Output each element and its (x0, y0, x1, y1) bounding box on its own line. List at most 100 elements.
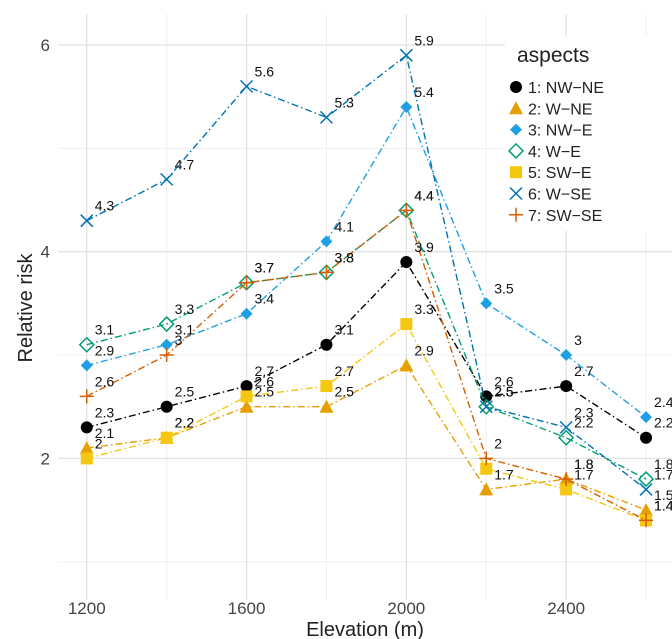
point (80, 359, 93, 372)
value-label: 4.7 (175, 156, 195, 172)
y-tick-label: 4 (41, 243, 50, 262)
value-label: 2.7 (334, 363, 354, 379)
point (160, 400, 173, 413)
point (400, 101, 413, 114)
point (399, 48, 413, 62)
value-label: 1.4 (654, 497, 672, 513)
value-label: 5.4 (414, 84, 434, 100)
legend-box (505, 36, 672, 231)
value-label: 1.5 (654, 487, 672, 503)
point (480, 462, 493, 475)
point (510, 123, 522, 136)
point (320, 338, 333, 351)
legend-label: 6: W−SE (528, 187, 592, 204)
point (80, 214, 94, 228)
point (159, 348, 174, 363)
point (640, 411, 653, 424)
value-label: 2.7 (255, 363, 275, 379)
value-label: 2.5 (175, 384, 195, 400)
point (319, 265, 334, 280)
value-label: 2.2 (574, 415, 594, 431)
point (559, 420, 573, 434)
point (558, 429, 575, 446)
point (240, 79, 254, 93)
series-line (86, 364, 647, 511)
value-label: 2.5 (494, 384, 514, 400)
value-label: 2.9 (414, 342, 434, 358)
point (158, 315, 175, 333)
legend-label: 4: W−E (528, 144, 581, 161)
point (507, 142, 525, 159)
point (560, 483, 573, 496)
value-label: 2.4 (654, 394, 672, 410)
point (160, 172, 174, 186)
value-label: 2.2 (175, 415, 195, 431)
value-label: 3.4 (255, 291, 275, 307)
value-label: 4.4 (414, 187, 434, 203)
point (509, 207, 523, 222)
series-line (86, 54, 647, 490)
value-label: 1.7 (654, 466, 672, 482)
point (478, 398, 495, 415)
legend-label: 2: W−NE (528, 101, 592, 118)
value-label: 3.1 (175, 322, 195, 338)
value-label: 1.8 (574, 456, 594, 472)
legend-label: 3: NW−E (528, 123, 592, 140)
point (637, 471, 655, 488)
series-line (86, 209, 647, 480)
legend-title: aspects (517, 44, 589, 67)
value-label: 1.8 (654, 456, 672, 472)
value-label: 5.3 (334, 94, 354, 110)
series-line (86, 322, 647, 522)
value-label: 2.5 (334, 384, 354, 400)
value-label: 1.7 (494, 466, 514, 482)
value-label: 2.7 (574, 363, 594, 379)
y-axis-title: Relative risk (15, 253, 37, 363)
point (640, 431, 653, 444)
value-label: 1.7 (574, 466, 594, 482)
point (510, 166, 522, 179)
value-label: 2.6 (255, 373, 275, 389)
point (240, 390, 253, 403)
value-label: 2.6 (494, 373, 514, 389)
value-label: 2 (494, 435, 502, 451)
point (559, 472, 574, 487)
value-label: 1.4 (654, 497, 672, 513)
x-axis-title: Elevation (m) (306, 619, 424, 639)
value-label: 1.8 (574, 456, 594, 472)
value-label: 3.1 (95, 322, 115, 338)
point (79, 441, 94, 455)
point (400, 256, 413, 269)
point (240, 380, 253, 393)
value-label: 2.3 (95, 404, 115, 420)
point (239, 399, 254, 413)
value-label: 2.5 (255, 384, 275, 400)
value-label: 3.5 (494, 280, 514, 296)
x-tick-label: 2400 (547, 599, 585, 618)
value-label: 3.3 (414, 301, 434, 317)
value-label: 3.7 (255, 260, 275, 276)
point (240, 307, 253, 320)
point (560, 380, 573, 393)
point (400, 318, 413, 331)
point (79, 389, 94, 404)
value-label: 3.7 (255, 260, 275, 276)
value-label: 2.3 (574, 404, 594, 420)
point (319, 110, 333, 124)
point (80, 421, 93, 434)
value-label: 3 (574, 332, 582, 348)
value-label: 3 (175, 332, 183, 348)
point (160, 431, 173, 444)
point (639, 503, 654, 517)
value-label: 2.1 (95, 425, 115, 441)
point (510, 81, 522, 93)
point (509, 186, 523, 201)
x-tick-label: 1600 (228, 599, 266, 618)
point (399, 203, 414, 218)
value-label: 3.8 (334, 249, 354, 265)
value-label: 3.1 (334, 322, 354, 338)
point (639, 482, 653, 496)
value-label: 3.9 (414, 239, 434, 255)
value-label: 4.3 (95, 198, 115, 214)
